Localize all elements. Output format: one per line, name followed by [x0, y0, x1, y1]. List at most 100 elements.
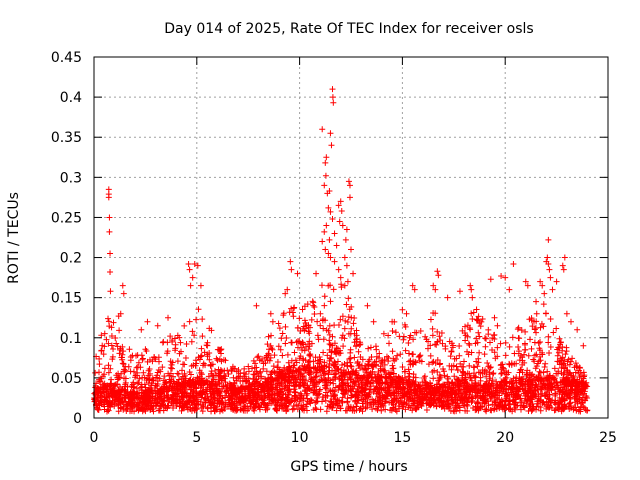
- data-point: [199, 333, 206, 340]
- data-point: [356, 342, 363, 349]
- data-point: [302, 357, 309, 364]
- data-point: [343, 301, 350, 308]
- data-point: [265, 350, 272, 357]
- data-point: [486, 364, 493, 371]
- data-point: [244, 395, 251, 402]
- data-point: [156, 375, 163, 382]
- data-point: [107, 365, 114, 372]
- data-point: [229, 406, 236, 413]
- data-point: [346, 374, 353, 381]
- data-point: [343, 262, 350, 269]
- data-point: [245, 392, 252, 399]
- data-point: [169, 365, 176, 372]
- data-point: [397, 384, 404, 391]
- data-point: [491, 314, 498, 321]
- data-point: [312, 374, 319, 381]
- data-point: [348, 246, 354, 253]
- data-point: [103, 394, 110, 401]
- data-point: [167, 364, 174, 371]
- data-point: [473, 382, 480, 389]
- data-point: [288, 339, 295, 346]
- data-point: [120, 348, 127, 355]
- data-point: [406, 394, 413, 401]
- data-point: [580, 342, 587, 349]
- data-point: [304, 361, 311, 368]
- data-point: [198, 369, 205, 376]
- data-point: [368, 354, 375, 361]
- data-point: [331, 322, 338, 329]
- y-tick-label: 0.3: [60, 170, 82, 186]
- data-point: [539, 399, 546, 406]
- data-point: [276, 325, 283, 332]
- data-point: [489, 347, 496, 354]
- data-point: [130, 368, 137, 375]
- data-point: [202, 362, 209, 369]
- data-point: [388, 399, 395, 406]
- data-point: [434, 356, 441, 363]
- data-point: [386, 340, 393, 347]
- data-point: [256, 357, 263, 364]
- data-point: [320, 394, 327, 401]
- data-point: [296, 315, 303, 322]
- data-point: [218, 346, 225, 353]
- data-point: [179, 404, 186, 411]
- data-point: [430, 387, 437, 394]
- data-point: [567, 399, 574, 406]
- data-point: [345, 388, 352, 395]
- data-point: [159, 364, 166, 371]
- data-point: [304, 384, 311, 391]
- data-point: [138, 326, 145, 333]
- data-point: [165, 402, 172, 409]
- data-point: [356, 389, 363, 396]
- data-point: [462, 332, 469, 339]
- data-point: [520, 403, 527, 410]
- data-point: [484, 360, 491, 367]
- data-point: [488, 407, 495, 414]
- data-point: [361, 391, 368, 398]
- data-point: [336, 382, 343, 389]
- data-point: [378, 358, 385, 365]
- data-point: [149, 375, 156, 382]
- data-point: [429, 325, 436, 332]
- data-point: [172, 341, 179, 348]
- data-point: [444, 392, 451, 399]
- data-point: [341, 391, 348, 398]
- y-tick-label: 0.05: [51, 371, 82, 387]
- data-point: [322, 172, 329, 179]
- data-point: [338, 208, 345, 215]
- data-point: [431, 397, 438, 404]
- data-point: [275, 320, 282, 327]
- data-point: [135, 389, 142, 396]
- data-point: [439, 340, 446, 347]
- plot-frame: [93, 56, 609, 419]
- data-point: [139, 374, 146, 381]
- data-point: [208, 327, 215, 334]
- data-point: [138, 352, 145, 359]
- data-point: [115, 387, 122, 394]
- data-point: [543, 389, 550, 396]
- data-point: [493, 385, 500, 392]
- data-point: [237, 370, 244, 377]
- data-point: [444, 294, 451, 301]
- data-point: [293, 339, 300, 346]
- data-point: [545, 236, 552, 243]
- data-point: [194, 262, 201, 269]
- data-point: [541, 290, 548, 297]
- data-point: [533, 310, 540, 317]
- data-point: [282, 404, 289, 411]
- data-point: [473, 316, 480, 323]
- data-point: [124, 405, 131, 412]
- data-point: [284, 351, 291, 358]
- data-point: [438, 403, 445, 410]
- data-point: [241, 385, 248, 392]
- data-point: [116, 374, 123, 381]
- data-point: [311, 310, 318, 317]
- data-point: [367, 369, 374, 376]
- data-point: [311, 386, 318, 393]
- data-point: [487, 276, 494, 283]
- data-point: [107, 268, 114, 275]
- data-point: [469, 294, 476, 301]
- data-point: [571, 389, 578, 396]
- data-point: [291, 349, 298, 356]
- data-point: [345, 369, 352, 376]
